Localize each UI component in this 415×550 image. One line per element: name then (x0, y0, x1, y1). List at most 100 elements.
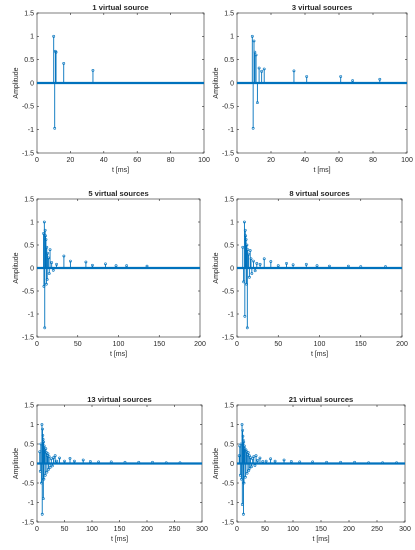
x-tick-label: 200 (194, 341, 206, 348)
x-axis-label: t [ms] (111, 536, 128, 543)
chart-panel-3: 0 50 100 150 200 -1.5 -1 -0.5 0 0.5 1 1.5 5 virtual … (13, 189, 206, 358)
x-tick-label: 50 (74, 341, 82, 348)
x-tick-label: 100 (287, 526, 299, 533)
y-tick-label: 1.5 (224, 10, 234, 17)
x-tick-label: 20 (267, 157, 275, 164)
stem-marker (292, 69, 296, 73)
chart-panel-2: 0 20 40 60 80 100 -1.5 -1 -0.5 0 0.5 1 1.5 3 virtual … (213, 3, 413, 174)
stem-marker (304, 262, 308, 266)
stem-marker (45, 278, 49, 281)
x-tick-label: 20 (67, 157, 75, 164)
stem-marker (269, 457, 273, 461)
y-tick-label: -1.5 (222, 334, 234, 341)
x-tick-label: 300 (196, 526, 208, 533)
chart-title: 13 virtual sources (87, 395, 152, 404)
stem-marker (244, 234, 248, 238)
y-tick-label: 1 (230, 219, 234, 226)
stem-marker (247, 252, 250, 256)
x-tick-label: 50 (61, 526, 69, 533)
y-tick-label: 0.5 (24, 242, 34, 249)
y-tick-label: -1.5 (222, 150, 234, 157)
chart-title: 3 virtual sources (292, 3, 352, 12)
stem-marker (40, 423, 44, 426)
x-tick-label: 60 (133, 157, 141, 164)
stem-marker (41, 434, 45, 437)
stem-marker (258, 456, 262, 460)
stem-marker (55, 262, 58, 266)
y-axis-label: Amplitude (213, 252, 220, 283)
stem-marker (255, 261, 259, 265)
x-tick-label: 50 (274, 341, 282, 348)
stem-marker (250, 465, 253, 469)
stem-marker (47, 256, 50, 260)
stem-marker (63, 459, 66, 463)
stem-marker (243, 220, 246, 224)
stem-marker (81, 458, 85, 462)
y-axis-label: Amplitude (13, 252, 20, 283)
stem-marker (249, 456, 252, 460)
y-tick-label: -1 (28, 311, 34, 318)
stem-marker (55, 459, 59, 463)
stem-marker (52, 34, 56, 38)
stem-marker (237, 454, 241, 458)
y-tick-label: 0 (30, 80, 34, 87)
stem-marker (69, 259, 72, 263)
y-axis-label: Amplitude (13, 448, 20, 479)
stem-marker (84, 260, 88, 264)
x-tick-label: 40 (100, 157, 108, 164)
x-tick-label: 60 (335, 157, 343, 164)
x-tick-label: 200 (343, 526, 355, 533)
stem-marker (254, 454, 258, 458)
x-tick-label: 80 (369, 157, 377, 164)
stem-marker (41, 437, 45, 441)
stem-marker (52, 456, 55, 460)
stem-marker (240, 423, 244, 426)
stem-marker (264, 459, 268, 463)
x-tick-label: 100 (113, 341, 125, 348)
stem-marker (251, 126, 255, 130)
y-tick-label: 0.5 (224, 57, 234, 64)
y-tick-label: 1.5 (224, 402, 234, 409)
chart-title: 5 virtual sources (88, 189, 148, 198)
stem-marker (248, 249, 252, 252)
stem-marker (241, 245, 245, 249)
stem-marker (51, 464, 54, 468)
stem-marker (46, 452, 50, 456)
y-tick-label: 0.5 (224, 242, 234, 249)
y-axis-label: Amplitude (13, 67, 20, 98)
stem-marker (40, 512, 44, 516)
y-tick-label: 0 (230, 80, 234, 87)
y-tick-label: 0.5 (24, 441, 34, 448)
stem-marker (258, 262, 262, 266)
y-axis-label: Amplitude (213, 448, 220, 479)
stem-marker (43, 326, 47, 330)
x-tick-label: 0 (235, 526, 239, 533)
x-tick-label: 0 (35, 526, 39, 533)
chart-title: 21 virtual sources (289, 395, 354, 404)
stem-marker (245, 243, 249, 247)
x-tick-label: 100 (314, 341, 326, 348)
stem-marker (255, 101, 259, 105)
y-tick-label: 0.5 (24, 57, 34, 64)
stem-marker (244, 238, 248, 241)
stem-marker (252, 259, 255, 263)
stem-marker (246, 451, 250, 454)
stem-marker (247, 275, 251, 279)
stem-marker (41, 497, 45, 501)
stem-marker (44, 238, 48, 241)
stem-marker (47, 272, 51, 275)
stem-marker (62, 62, 66, 65)
stem-marker (262, 257, 266, 261)
x-tick-label: 200 (396, 341, 408, 348)
y-tick-label: -1 (228, 311, 234, 318)
x-tick-label: 0 (235, 157, 239, 164)
y-tick-label: 1.5 (24, 402, 34, 409)
stem-marker (53, 454, 57, 458)
y-tick-label: 1.5 (24, 10, 34, 17)
stem-marker (241, 428, 245, 432)
stem-marker (45, 245, 49, 249)
stem-marker (91, 263, 94, 267)
stem-marker (47, 467, 50, 471)
y-tick-label: -1.5 (222, 519, 234, 526)
stem-marker (315, 264, 319, 268)
